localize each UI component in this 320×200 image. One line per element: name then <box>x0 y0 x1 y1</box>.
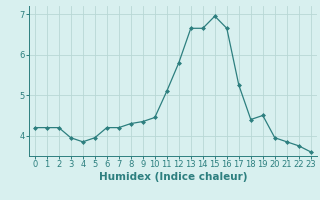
X-axis label: Humidex (Indice chaleur): Humidex (Indice chaleur) <box>99 172 247 182</box>
